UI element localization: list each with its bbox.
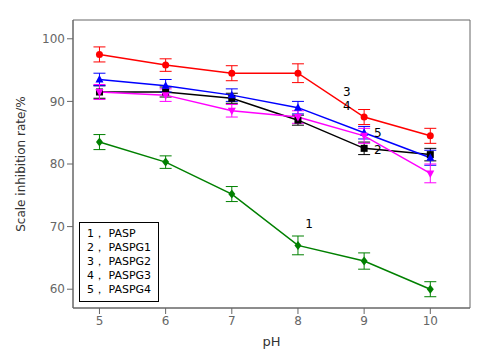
html-text:5， PASPG4: 5， PASPG4 xyxy=(87,283,152,296)
svg-text:6: 6 xyxy=(162,314,170,328)
svg-text:100: 100 xyxy=(42,32,65,46)
svg-text:3: 3 xyxy=(343,85,351,99)
html-text:3， PASPG2: 3， PASPG2 xyxy=(87,255,152,268)
svg-text:90: 90 xyxy=(50,95,65,109)
svg-text:4: 4 xyxy=(343,99,351,113)
html-text:2， PASPG1: 2， PASPG1 xyxy=(87,241,152,254)
svg-text:7: 7 xyxy=(228,314,236,328)
svg-text:70: 70 xyxy=(50,220,65,234)
html-text:4， PASPG3: 4， PASPG3 xyxy=(87,269,152,282)
svg-text:8: 8 xyxy=(294,314,302,328)
svg-text:9: 9 xyxy=(360,314,368,328)
html-text:1， PASP: 1， PASP xyxy=(87,227,136,240)
svg-text:5: 5 xyxy=(96,314,104,328)
svg-text:2: 2 xyxy=(374,143,382,157)
svg-text:80: 80 xyxy=(50,157,65,171)
svg-text:10: 10 xyxy=(423,314,438,328)
svg-text:1: 1 xyxy=(305,217,313,231)
svg-text:60: 60 xyxy=(50,282,65,296)
svg-text:5: 5 xyxy=(374,126,382,140)
svg-text:Scale inhibition rate/%: Scale inhibition rate/% xyxy=(14,96,28,232)
svg-text:pH: pH xyxy=(262,334,280,349)
